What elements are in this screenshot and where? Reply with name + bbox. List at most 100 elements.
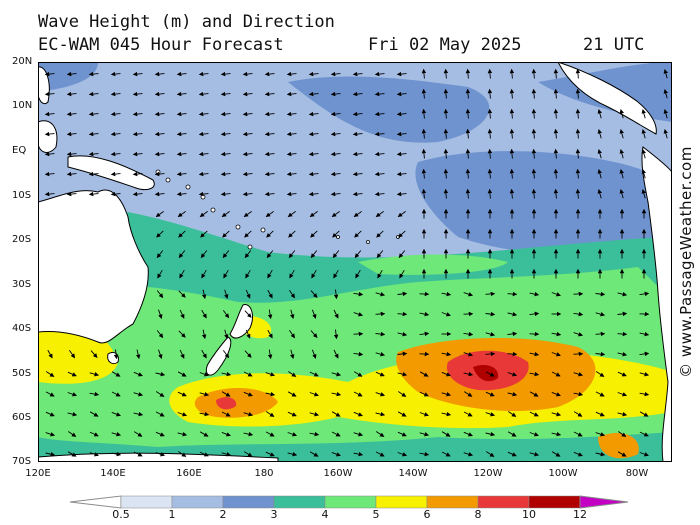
direction-arrow (242, 191, 253, 197)
legend-label-3: 3 (270, 508, 278, 521)
direction-arrow (222, 250, 230, 259)
direction-arrow (419, 371, 429, 377)
direction-arrow (641, 148, 646, 159)
direction-arrow (288, 250, 296, 259)
direction-arrow (553, 168, 559, 179)
direction-arrow (289, 269, 295, 279)
direction-arrow (67, 451, 77, 457)
direction-arrow (157, 269, 163, 279)
direction-arrow (242, 151, 253, 157)
direction-arrow (176, 151, 187, 157)
direction-arrow (465, 128, 471, 139)
direction-arrow (641, 108, 646, 119)
direction-arrow (244, 230, 252, 238)
direction-arrow (573, 311, 584, 317)
direction-arrow (465, 88, 471, 99)
direction-arrow (463, 431, 473, 437)
direction-arrow (487, 108, 493, 119)
direction-arrow (177, 211, 186, 218)
direction-arrow (111, 451, 122, 457)
direction-arrow (421, 148, 427, 159)
direction-arrow (110, 111, 121, 117)
direction-arrow (287, 452, 298, 457)
direction-arrow (397, 351, 408, 357)
legend-swatch (324, 495, 377, 509)
direction-arrow (132, 91, 143, 97)
direction-arrow (221, 431, 231, 437)
direction-arrow (45, 371, 55, 377)
legend-swatch (120, 495, 173, 509)
direction-arrow (220, 151, 231, 157)
direction-arrow (531, 108, 537, 119)
direction-arrow (201, 349, 207, 359)
lon-label-160e: 160E (176, 468, 202, 479)
direction-arrow (353, 391, 363, 397)
direction-arrow (308, 171, 319, 177)
map-frame (38, 62, 672, 462)
direction-arrow (88, 191, 99, 197)
direction-arrow (639, 372, 650, 377)
direction-arrow (551, 331, 562, 337)
direction-arrow (110, 131, 121, 137)
direction-arrow (441, 371, 451, 377)
direction-arrow (330, 91, 341, 97)
direction-arrow (529, 411, 539, 417)
direction-arrow (331, 211, 340, 218)
direction-arrow (111, 371, 121, 377)
direction-arrow (309, 211, 318, 218)
direction-arrow (243, 391, 253, 397)
direction-arrow (419, 391, 429, 397)
direction-arrow (353, 312, 364, 317)
direction-arrow (330, 191, 341, 197)
direction-arrow (179, 349, 185, 359)
legend-label-1: 1 (168, 508, 176, 521)
direction-arrow (353, 291, 364, 297)
direction-arrow (529, 311, 540, 317)
direction-arrow (597, 168, 602, 179)
lon-label-80w: 80W (625, 468, 649, 479)
lat-label-eq: EQ (12, 145, 27, 156)
direction-arrow (155, 452, 166, 457)
direction-arrow (487, 88, 493, 99)
direction-arrow (265, 451, 275, 457)
direction-arrow (111, 432, 122, 437)
direction-arrow (443, 188, 449, 199)
direction-arrow (133, 431, 143, 437)
direction-arrow (177, 412, 188, 417)
direction-arrow (352, 131, 363, 137)
legend-label-2: 2 (219, 508, 227, 521)
forecast-date: Fri 02 May 2025 (368, 35, 522, 55)
direction-arrow (396, 71, 407, 77)
direction-arrow (243, 451, 253, 457)
direction-arrow (224, 289, 229, 300)
direction-arrow (595, 451, 606, 457)
direction-arrow (333, 329, 339, 340)
direction-arrow (641, 128, 646, 139)
direction-arrow (595, 411, 605, 417)
direction-arrow (110, 191, 121, 197)
direction-arrow (286, 91, 297, 97)
direction-arrow (374, 111, 385, 117)
direction-arrow (265, 431, 275, 437)
direction-arrow (507, 451, 517, 457)
direction-arrow (509, 128, 515, 139)
direction-arrow (287, 432, 298, 437)
direction-arrow (441, 411, 452, 417)
direction-arrow (88, 111, 99, 117)
direction-arrow (110, 151, 121, 157)
direction-arrow (265, 372, 276, 377)
direction-arrow (287, 411, 297, 417)
direction-arrow (177, 371, 187, 377)
direction-arrow (330, 131, 341, 137)
direction-arrow (286, 111, 297, 117)
direction-arrow (617, 311, 628, 317)
direction-arrow (89, 372, 100, 377)
direction-arrow (397, 311, 408, 317)
direction-arrow (333, 309, 339, 319)
direction-arrow (508, 411, 517, 417)
direction-arrow (487, 168, 493, 179)
direction-arrow (286, 71, 297, 77)
direction-arrow (397, 291, 408, 297)
direction-arrow (267, 329, 273, 339)
direction-arrow (487, 128, 493, 139)
